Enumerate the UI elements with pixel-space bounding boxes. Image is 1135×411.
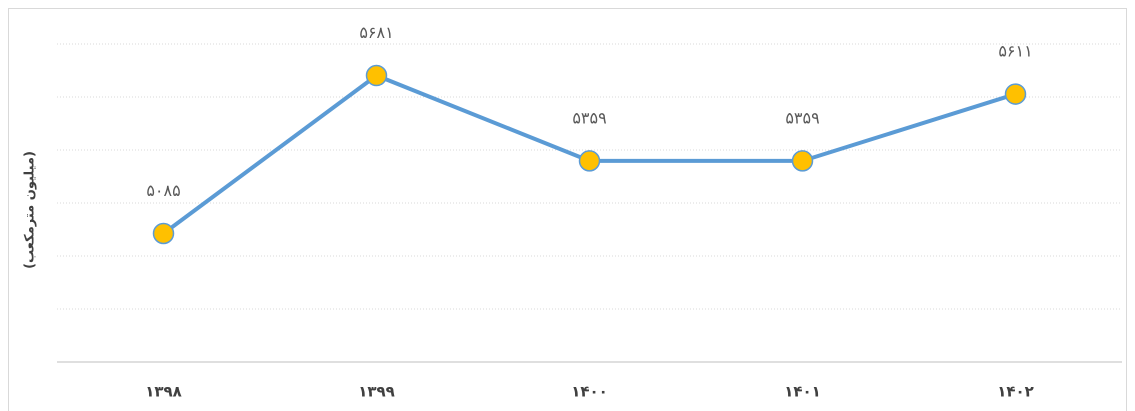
marker [791,150,814,172]
x-tick-label: ۱۳۹۹ [358,383,395,401]
marker [152,222,175,245]
marker [365,64,388,87]
y-axis-label: (میلیون مترمکعب) [23,151,38,269]
x-tick-label: ۱۳۹۸ [145,383,182,401]
chart-frame [8,8,1127,411]
marker [1004,83,1027,105]
data-label: ۵۶۸۱ [359,23,393,42]
marker [578,150,601,172]
data-label: ۵۶۱۱ [998,42,1032,61]
data-label: ۵۳۵۹ [572,108,606,127]
x-tick-label: ۱۴۰۲ [997,383,1034,401]
data-label: ۵۰۸۵ [146,181,180,200]
x-tick-label: ۱۴۰۰ [571,383,608,401]
data-label: ۵۳۵۹ [785,108,819,127]
x-tick-label: ۱۴۰۱ [784,383,821,401]
